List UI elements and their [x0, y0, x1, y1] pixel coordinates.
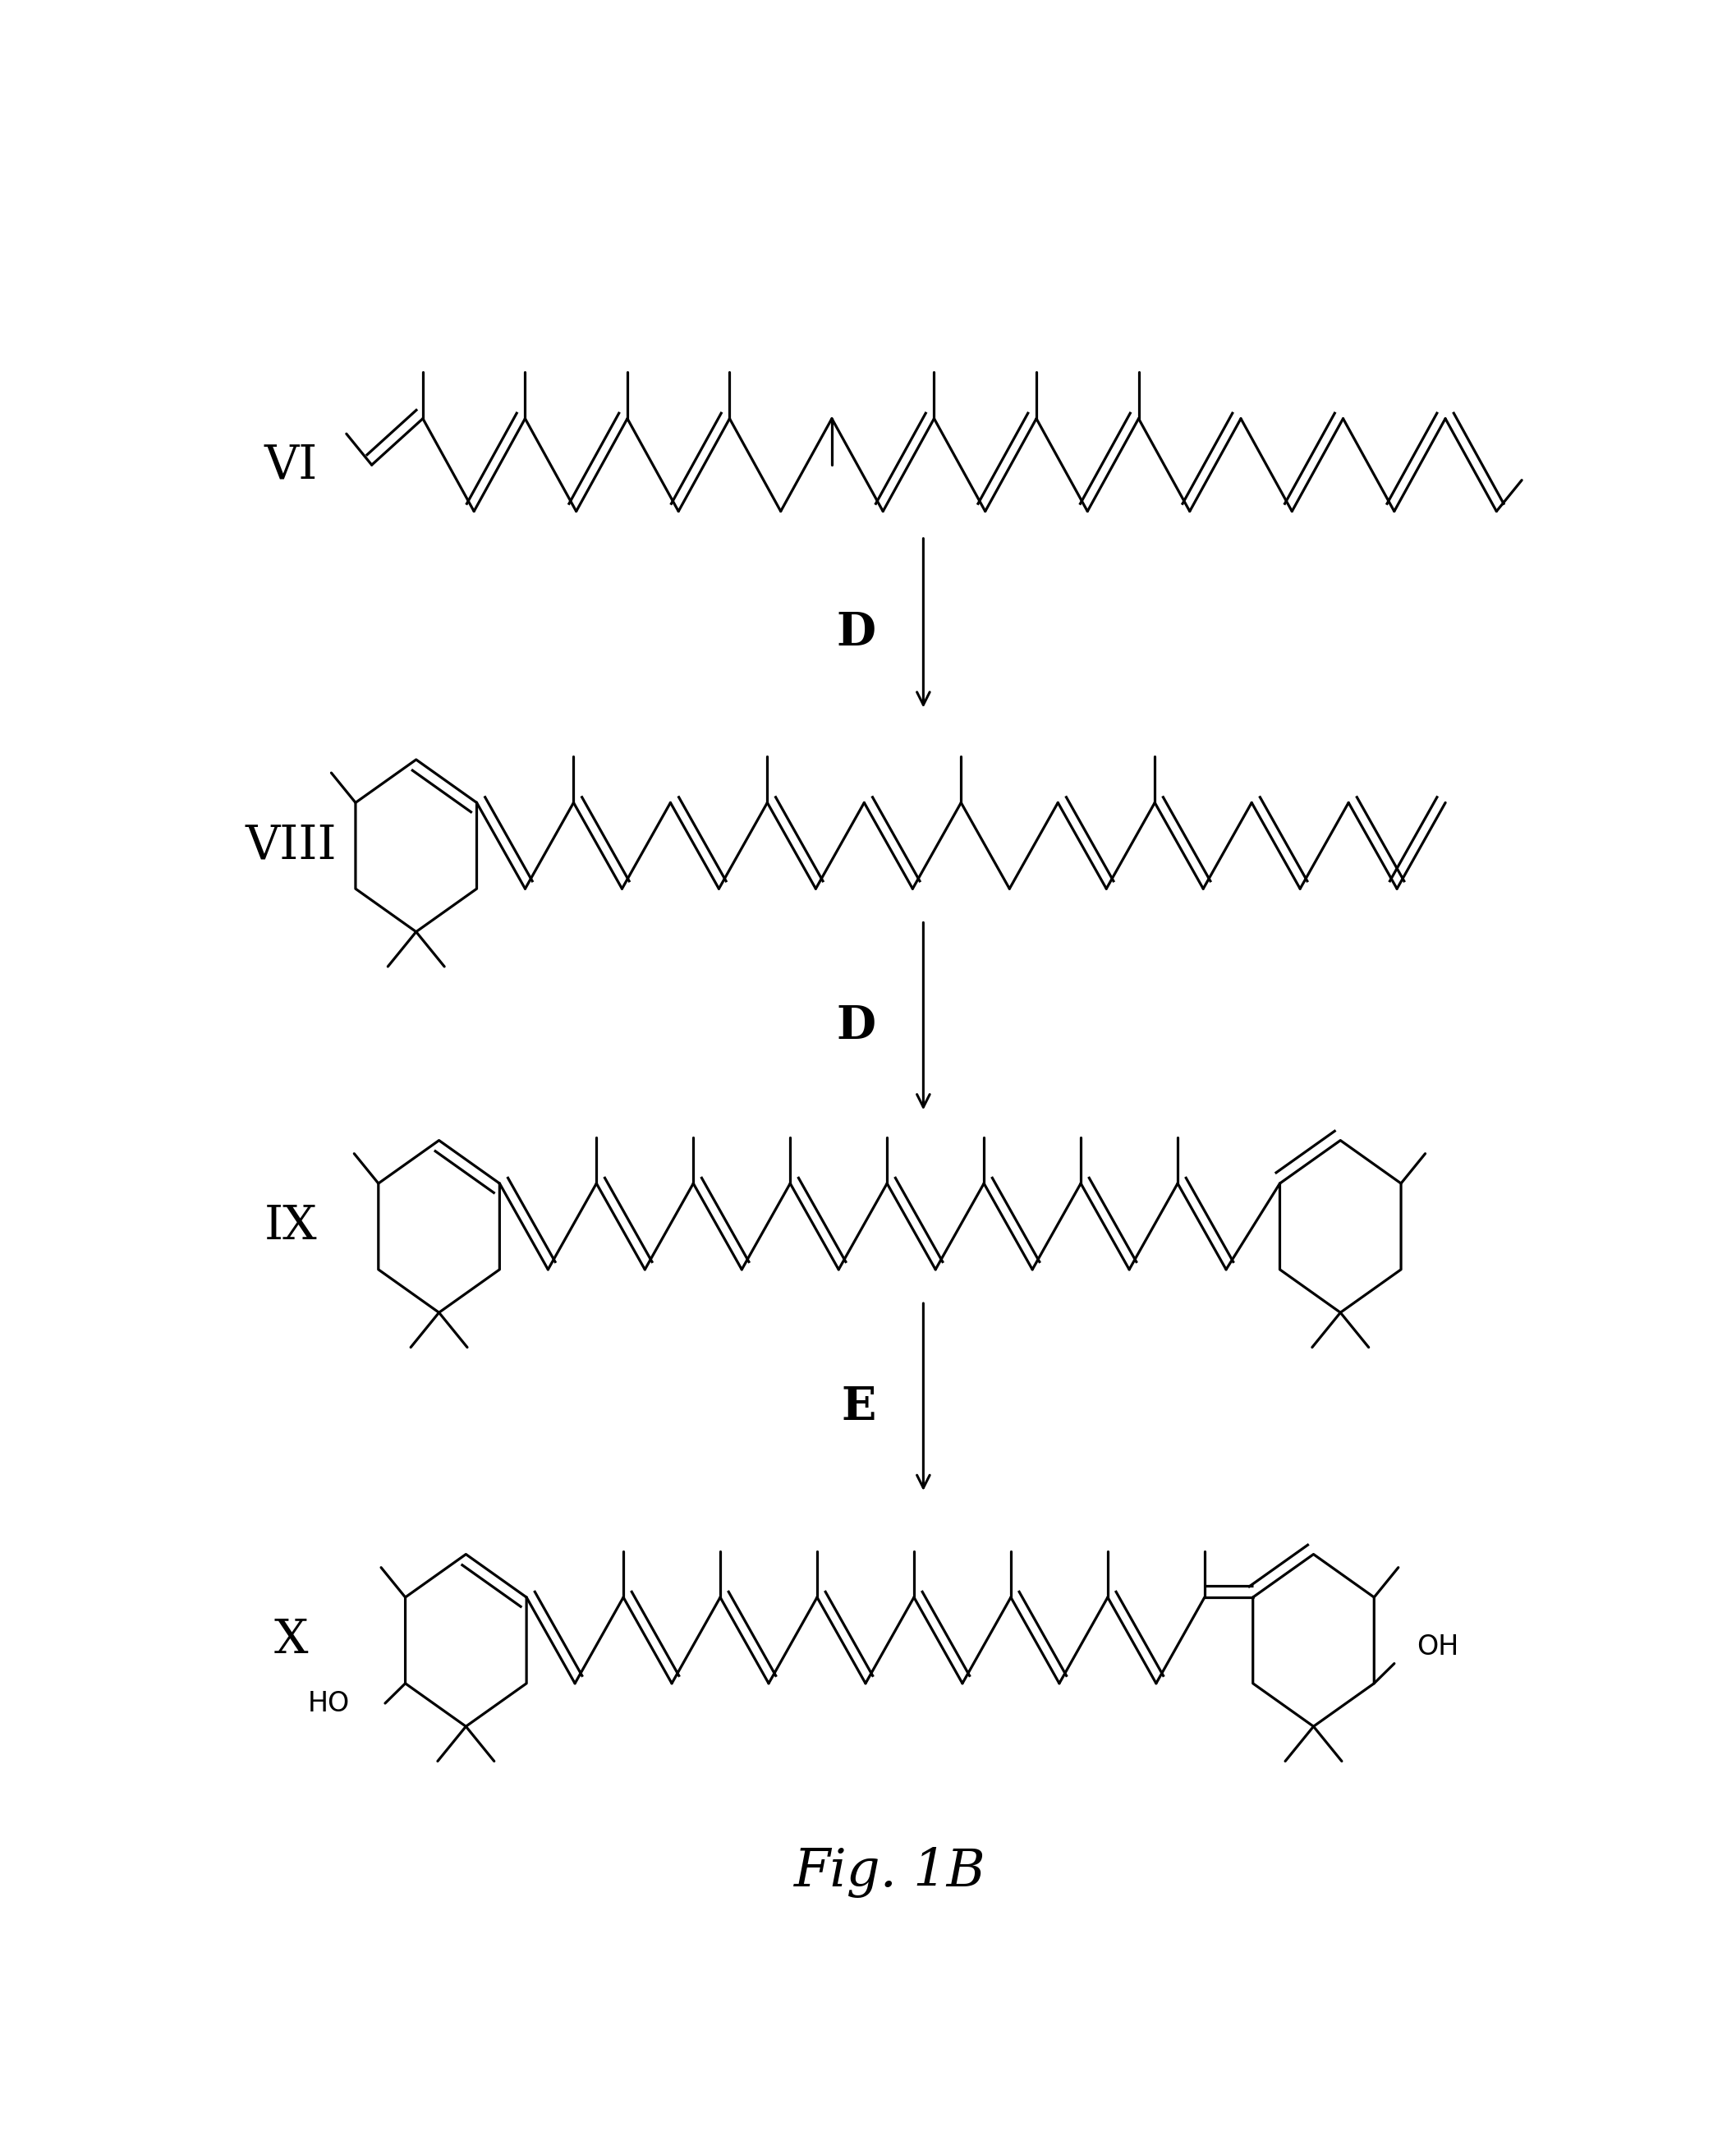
Text: IX: IX: [264, 1204, 318, 1249]
Text: OH: OH: [1417, 1634, 1458, 1660]
Text: HO: HO: [307, 1690, 349, 1718]
Text: VIII: VIII: [245, 823, 337, 869]
Text: Fig. 1B: Fig. 1B: [793, 1847, 986, 1898]
Text: VI: VI: [264, 443, 318, 488]
Text: E: E: [842, 1385, 877, 1430]
Text: D: D: [837, 1004, 877, 1049]
Text: X: X: [274, 1617, 307, 1664]
Text: D: D: [837, 611, 877, 656]
